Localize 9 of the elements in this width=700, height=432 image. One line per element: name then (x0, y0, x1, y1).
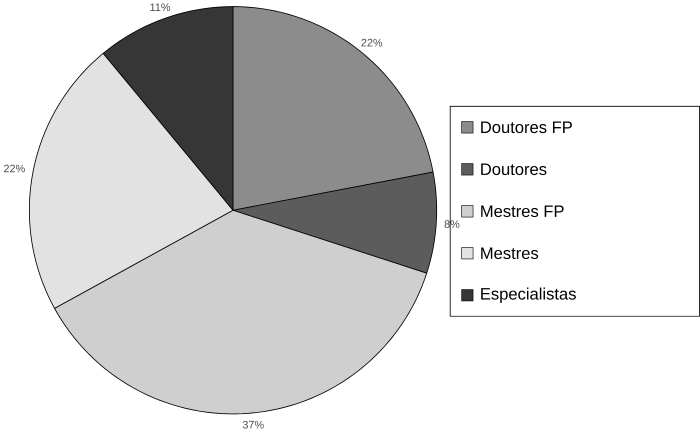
data-label: 11% (150, 3, 170, 12)
legend-label: Mestres FP (481, 206, 564, 218)
legend-label: Doutores (481, 164, 546, 176)
legend-label: Especialistas (481, 288, 576, 303)
data-label: 22% (4, 164, 25, 172)
data-label: 37% (242, 420, 264, 429)
legend-label: Mestres (481, 248, 538, 260)
legend-label: Doutores FP (481, 122, 572, 134)
data-label: 22% (361, 38, 382, 46)
